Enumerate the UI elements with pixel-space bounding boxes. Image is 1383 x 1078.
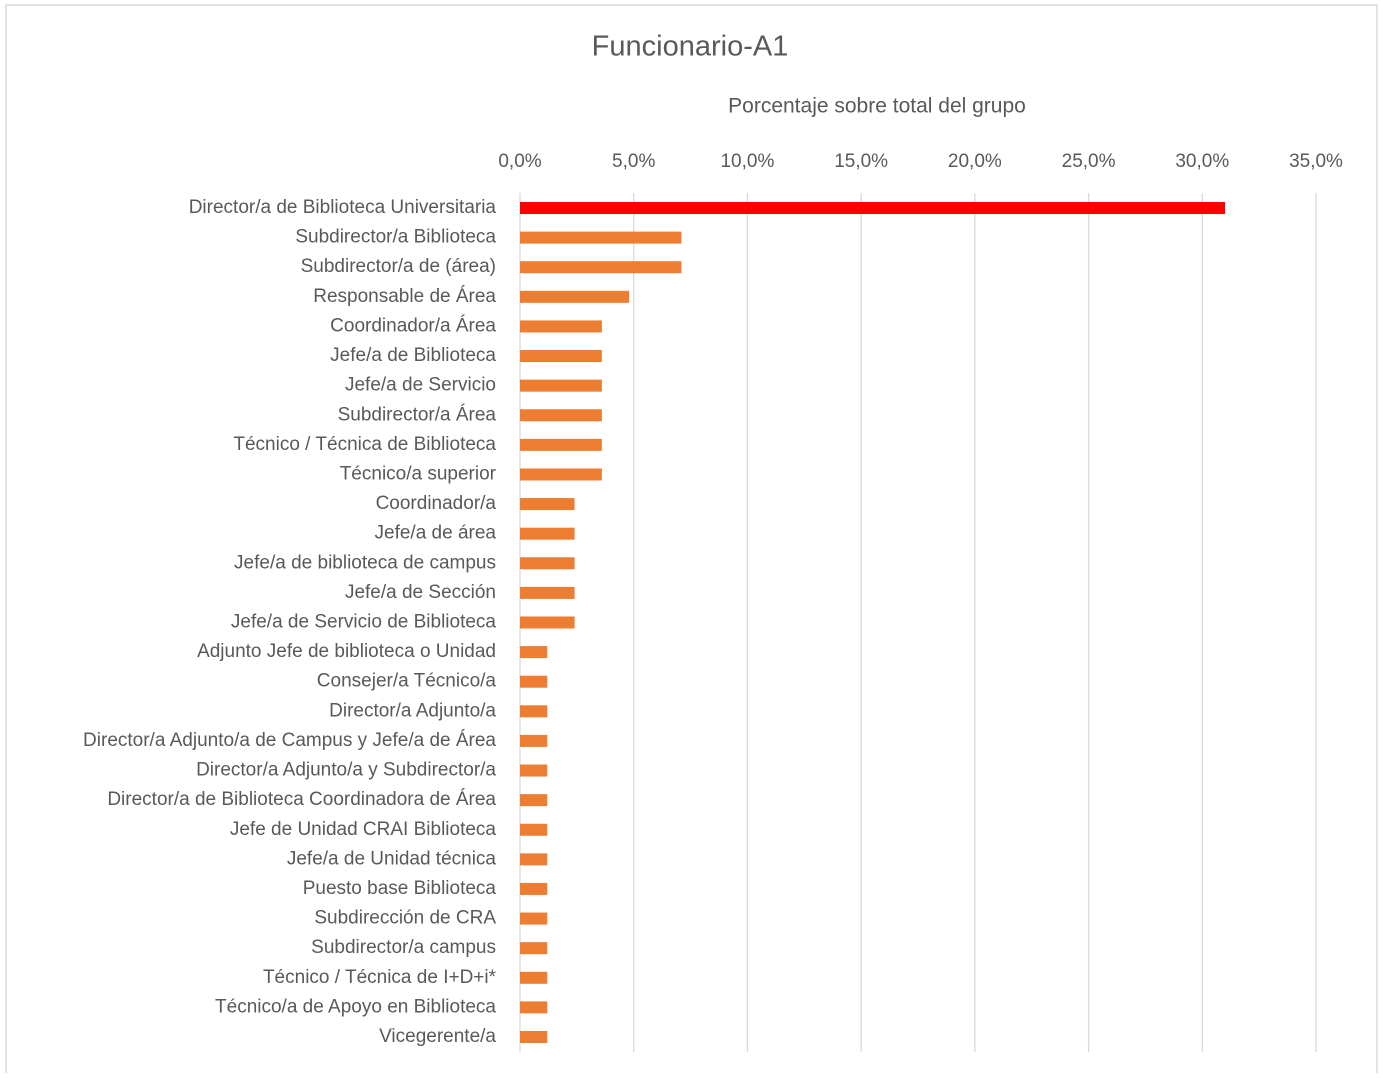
y-tick-label: Director/a Adjunto/a y Subdirector/a [196,760,496,781]
y-tick-label: Director/a de Biblioteca Universitaria [189,197,497,218]
y-tick-label: Jefe/a de Unidad técnica [287,848,497,869]
y-tick-label: Técnico / Técnica de Biblioteca [233,434,496,455]
bar [520,675,548,688]
y-tick-label: Subdirector/a Biblioteca [295,227,496,248]
bar [520,290,630,303]
bar [520,1031,548,1043]
x-tick-label: 20,0% [948,151,1002,172]
chart-title: Funcionario-A1 [592,31,789,63]
y-tick-label: Jefe/a de Servicio de Biblioteca [231,612,497,633]
y-tick-label: Jefe/a de área [375,523,497,544]
y-tick-label: Técnico/a de Apoyo en Biblioteca [215,996,496,1017]
bar [520,527,575,540]
bar [520,498,575,511]
y-tick-label: Responsable de Área [313,286,496,307]
bar [520,646,548,659]
x-tick-label: 35,0% [1289,151,1343,172]
y-tick-label: Consejer/a Técnico/a [317,671,497,692]
y-tick-label: Subdirector/a campus [311,937,496,958]
y-tick-label: Coordinador/a Área [330,315,496,336]
bar [520,794,548,807]
y-tick-label: Técnico / Técnica de I+D+i* [263,967,497,988]
bar [520,202,1226,214]
y-tick-label: Jefe de Unidad CRAI Biblioteca [230,819,497,840]
x-tick-label: 10,0% [720,151,774,172]
y-tick-label: Adjunto Jefe de biblioteca o Unidad [197,641,496,662]
bar [520,823,548,836]
bar [520,409,602,422]
y-tick-label: Director/a de Biblioteca Coordinadora de… [107,789,496,810]
x-tick-label: 30,0% [1175,151,1229,172]
bar [520,705,548,718]
bar [520,912,548,925]
y-tick-label: Director/a Adjunto/a de Campus y Jefe/a … [83,730,496,751]
bar [520,1001,548,1014]
x-tick-label: 0,0% [498,151,541,172]
bar [520,882,548,895]
y-tick-label: Subdirección de CRA [314,908,496,929]
x-tick-label: 25,0% [1062,151,1116,172]
bar [520,764,548,777]
bar [520,616,575,629]
bar [520,971,548,984]
y-tick-label: Jefe/a de Servicio [345,375,496,396]
x-tick-label: 15,0% [834,151,888,172]
bar [520,261,682,274]
y-tick-label: Jefe/a de Sección [345,582,496,603]
bar [520,350,602,363]
chart-border [5,4,1378,1078]
y-tick-label: Director/a Adjunto/a [329,700,496,721]
y-tick-label: Puesto base Biblioteca [303,878,497,899]
y-tick-label: Subdirector/a de (área) [301,256,496,277]
x-tick-label: 5,0% [612,151,655,172]
bar [520,320,602,333]
bar [520,853,548,866]
bar [520,557,575,570]
bar [520,734,548,747]
bar [520,586,575,599]
y-tick-label: Técnico/a superior [340,463,497,484]
y-tick-label: Subdirector/a Área [338,404,497,425]
bar [520,942,548,955]
x-axis-label: Porcentaje sobre total del grupo [728,95,1026,118]
y-tick-label: Jefe/a de Biblioteca [330,345,496,366]
y-tick-label: Jefe/a de biblioteca de campus [234,552,496,573]
bar [520,438,602,451]
bar [520,379,602,392]
bar [520,231,682,244]
bar [520,468,602,481]
y-tick-label: Coordinador/a [376,493,497,514]
y-tick-label: Vicegerente/a [379,1026,496,1047]
